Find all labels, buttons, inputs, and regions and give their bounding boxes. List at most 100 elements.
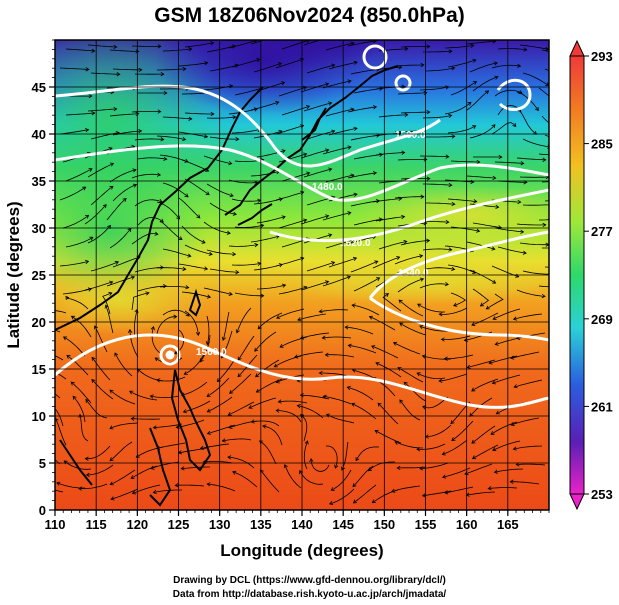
streamline	[439, 307, 468, 315]
streamline-arrowhead	[299, 393, 304, 398]
streamline	[234, 292, 264, 297]
streamline-arrowhead	[88, 168, 93, 172]
streamline-arrowhead	[154, 357, 159, 362]
streamline	[221, 330, 233, 358]
streamline	[276, 308, 305, 319]
streamline	[326, 413, 355, 424]
streamline	[55, 355, 64, 361]
streamline	[450, 292, 467, 307]
streamline-arrowhead	[305, 105, 311, 110]
streamline	[347, 386, 374, 401]
streamline-arrowhead	[132, 183, 138, 188]
streamline	[423, 183, 452, 186]
streamline-arrowhead	[401, 214, 406, 220]
streamline	[256, 216, 286, 224]
streamline-arrowhead	[466, 364, 471, 369]
streamline-arrowhead	[565, 284, 568, 288]
streamline-arrowhead	[70, 315, 75, 320]
streamline-arrowhead	[328, 101, 333, 106]
streamline-arrowhead	[484, 90, 490, 95]
streamline-arrowhead	[426, 109, 431, 115]
streamline	[514, 379, 543, 388]
streamline	[513, 445, 543, 450]
streamline-arrowhead	[451, 266, 456, 271]
streamline	[250, 101, 279, 111]
streamline-arrowhead	[188, 47, 193, 52]
streamline	[542, 247, 549, 249]
streamline	[178, 62, 208, 67]
streamline-arrowhead	[294, 354, 299, 359]
x-tick-label: 115	[86, 517, 107, 532]
streamline	[134, 199, 163, 207]
colorbar-tick-label: 293	[591, 49, 613, 64]
streamline-arrowhead	[306, 40, 310, 43]
streamline-arrowhead	[184, 193, 189, 198]
streamline	[55, 393, 61, 399]
streamline-arrowhead	[472, 81, 478, 85]
streamline-arrowhead	[374, 260, 379, 265]
streamline-arrowhead	[325, 148, 330, 153]
streamline-arrowhead	[426, 176, 431, 181]
streamline-arrowhead	[376, 277, 381, 282]
streamline	[419, 325, 449, 332]
streamline-arrowhead	[84, 456, 89, 461]
streamline-arrowhead	[281, 81, 286, 86]
streamline	[464, 463, 493, 475]
streamline	[398, 299, 424, 317]
streamline-arrowhead	[130, 416, 135, 421]
colorbar-tick-label: 269	[591, 312, 613, 327]
streamline-arrowhead	[210, 41, 215, 46]
streamline	[63, 336, 86, 357]
colorbar-tick-label: 277	[591, 224, 613, 239]
streamline-arrowhead	[102, 204, 107, 209]
streamline-arrowhead	[493, 469, 498, 474]
streamline	[65, 48, 95, 52]
streamline	[420, 155, 449, 158]
streamline	[85, 445, 111, 460]
streamline	[156, 267, 186, 270]
x-tick-label: 160	[456, 517, 478, 532]
streamline-arrowhead	[491, 124, 496, 129]
streamline-arrowhead	[182, 409, 187, 414]
streamline	[231, 128, 261, 134]
streamline-arrowhead	[182, 136, 187, 142]
streamline	[444, 101, 472, 115]
streamline-arrowhead	[150, 465, 155, 470]
streamline	[137, 285, 167, 292]
streamline	[217, 358, 236, 382]
streamline-arrowhead	[91, 356, 96, 361]
streamline	[130, 465, 158, 479]
streamline	[492, 374, 521, 384]
streamline	[59, 186, 86, 201]
streamline-arrowhead	[451, 66, 456, 71]
streamline-arrowhead	[559, 102, 563, 105]
streamline-arrowhead	[451, 134, 456, 139]
streamline	[469, 62, 498, 73]
streamline-arrowhead	[149, 394, 154, 399]
streamline	[109, 169, 136, 183]
streamline	[513, 313, 543, 320]
streamline-arrowhead	[328, 167, 333, 172]
streamline	[65, 112, 95, 116]
streamline	[425, 267, 455, 270]
streamline-arrowhead	[438, 378, 443, 383]
streamline	[85, 399, 108, 419]
streamline	[90, 185, 114, 206]
streamline-arrowhead	[350, 107, 355, 112]
streamline-arrowhead	[235, 136, 240, 142]
streamline	[510, 351, 540, 359]
streamline	[109, 389, 136, 405]
streamline	[472, 76, 499, 92]
x-tick-label: 130	[209, 517, 231, 532]
streamline-arrowhead	[262, 424, 267, 429]
streamline	[325, 354, 355, 358]
colorbar-tick-label: 285	[591, 137, 613, 152]
streamline-arrowhead	[35, 383, 38, 387]
streamline	[391, 485, 421, 492]
streamline	[63, 460, 92, 470]
streamline-arrowhead	[368, 315, 374, 320]
streamline	[162, 182, 189, 198]
streamline	[416, 372, 446, 380]
streamline	[393, 342, 421, 355]
streamline	[492, 440, 521, 451]
